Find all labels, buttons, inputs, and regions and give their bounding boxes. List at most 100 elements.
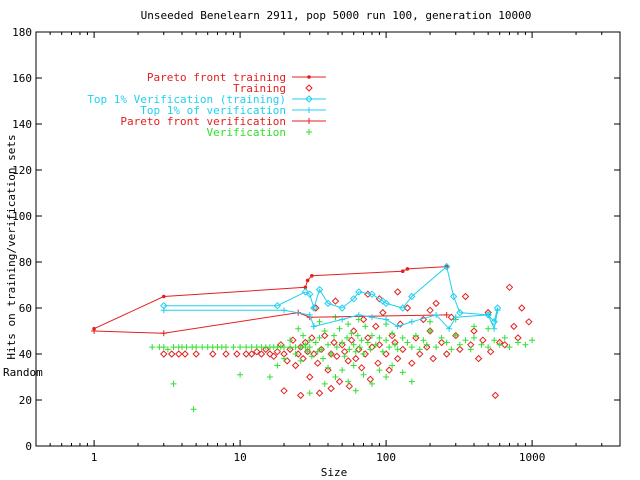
- data-point: [393, 288, 402, 296]
- data-point: [416, 350, 424, 358]
- data-point: [338, 341, 346, 349]
- x-tick-label: 10: [233, 451, 246, 464]
- data-point: [331, 297, 340, 305]
- data-point: [389, 330, 396, 337]
- data-point: [160, 330, 167, 337]
- data-point: [341, 353, 348, 360]
- data-point: [400, 269, 405, 274]
- data-point: [292, 351, 299, 357]
- data-point: [352, 348, 359, 355]
- data-point: [396, 320, 404, 328]
- data-point: [248, 344, 255, 351]
- data-point: [230, 344, 237, 351]
- data-point: [242, 350, 250, 358]
- data-point: [306, 390, 313, 397]
- data-point: [360, 351, 367, 357]
- data-point: [408, 292, 416, 301]
- data-point: [432, 299, 440, 308]
- data-point: [170, 344, 177, 351]
- data-point: [514, 339, 521, 346]
- data-point: [471, 323, 477, 330]
- data-point: [209, 350, 217, 358]
- data-point: [294, 350, 302, 358]
- data-point: [335, 377, 344, 386]
- data-point: [308, 334, 316, 342]
- data-point: [253, 347, 261, 356]
- data-point: [345, 378, 352, 385]
- data-point: [327, 384, 335, 393]
- data-point: [372, 322, 380, 331]
- data-point: [346, 346, 353, 353]
- data-point: [192, 350, 200, 358]
- data-point: [354, 332, 361, 339]
- data-point: [399, 304, 407, 312]
- data-point: [393, 354, 402, 363]
- data-point: [321, 328, 328, 334]
- data-point: [310, 323, 317, 330]
- data-point: [379, 348, 386, 355]
- data-point: [367, 346, 374, 353]
- data-point: [295, 325, 302, 332]
- chart-title: Unseeded Benelearn 2911, pop 5000 run 10…: [141, 9, 532, 22]
- legend-label: Training: [233, 82, 286, 95]
- data-point: [273, 301, 282, 310]
- data-point: [386, 344, 393, 351]
- data-point: [350, 341, 357, 348]
- data-point: [296, 391, 305, 400]
- data-point: [375, 341, 384, 349]
- data-point: [376, 367, 383, 374]
- series-line: [163, 309, 499, 331]
- data-point: [382, 350, 390, 358]
- data-point: [306, 337, 313, 344]
- data-point: [199, 344, 206, 351]
- data-point: [328, 351, 335, 357]
- legend-marker: [306, 107, 312, 113]
- data-point: [505, 283, 514, 292]
- data-point: [332, 374, 339, 380]
- data-point: [297, 357, 304, 364]
- data-point: [449, 292, 458, 301]
- data-point: [399, 369, 406, 376]
- data-point: [525, 318, 533, 326]
- data-point: [160, 301, 168, 310]
- data-point: [306, 373, 314, 381]
- legend-label: Pareto front verification: [120, 115, 286, 128]
- data-point: [266, 374, 273, 380]
- legend-label: Top 1% of verification: [140, 104, 286, 117]
- data-point: [300, 332, 307, 339]
- data-point: [321, 331, 329, 340]
- data-point: [281, 344, 288, 351]
- data-point: [302, 341, 309, 348]
- y-tick-label: 40: [19, 348, 32, 361]
- data-point: [301, 288, 310, 296]
- data-point: [273, 347, 282, 356]
- data-point: [325, 364, 331, 371]
- legend-marker: [306, 129, 312, 135]
- data-point: [478, 341, 485, 348]
- data-point: [484, 311, 492, 319]
- data-point: [204, 344, 211, 351]
- data-point: [233, 350, 241, 358]
- data-point: [379, 308, 387, 317]
- data-point: [462, 337, 469, 344]
- data-point: [318, 346, 325, 353]
- data-point: [160, 344, 167, 351]
- data-point: [491, 391, 500, 400]
- data-point: [368, 332, 375, 339]
- x-tick-label: 100: [376, 451, 396, 464]
- data-point: [408, 344, 415, 351]
- data-point: [452, 314, 459, 321]
- data-point: [287, 337, 294, 344]
- data-point: [324, 299, 332, 308]
- data-point: [310, 350, 318, 358]
- data-point: [385, 366, 393, 374]
- data-point: [399, 345, 407, 354]
- data-point: [433, 344, 440, 351]
- data-point: [433, 311, 440, 318]
- legend-marker: [305, 84, 313, 92]
- data-point: [175, 350, 183, 358]
- data-point: [344, 357, 352, 365]
- data-point: [490, 318, 498, 326]
- data-point: [491, 337, 498, 344]
